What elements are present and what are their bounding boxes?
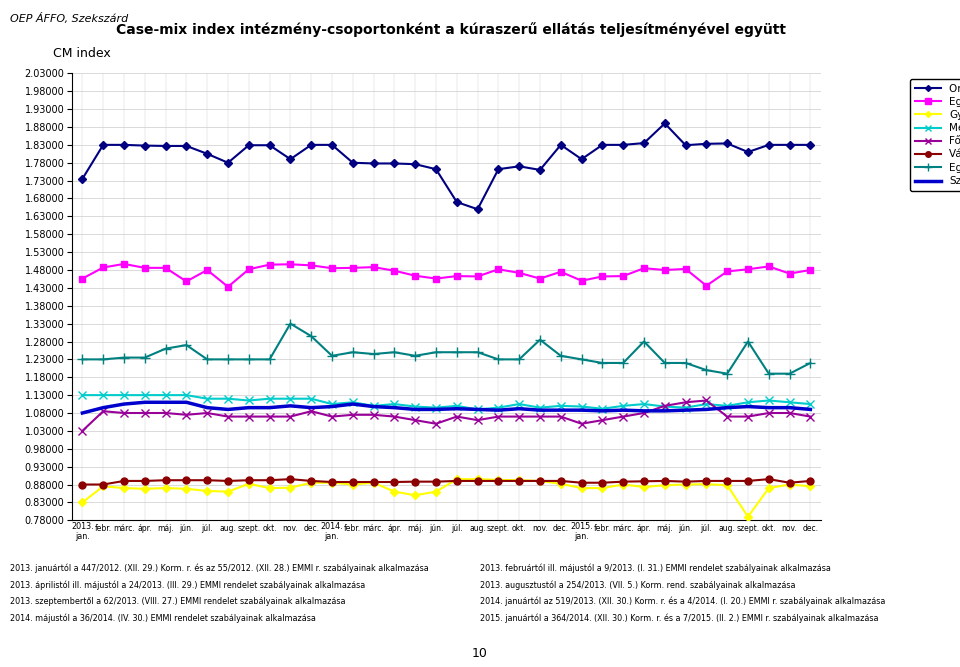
Text: nov.: nov. — [532, 524, 548, 532]
Text: szept.: szept. — [487, 524, 510, 532]
Text: dec.: dec. — [803, 524, 818, 532]
Text: 2015. januártól a 364/2014. (XII. 30.) Korm. r. és a 7/2015. (II. 2.) EMMI r. sz: 2015. januártól a 364/2014. (XII. 30.) K… — [480, 614, 878, 623]
Text: 2015.
jan.: 2015. jan. — [570, 522, 593, 541]
Text: okt.: okt. — [512, 524, 526, 532]
Text: szept.: szept. — [736, 524, 759, 532]
Text: Case-mix index intézmény-csoportonként a kúraszerű ellátás teljesítményével együ: Case-mix index intézmény-csoportonként a… — [116, 22, 786, 37]
Text: 2013.
jan.: 2013. jan. — [71, 522, 94, 541]
Text: 2013. szeptembertől a 62/2013. (VIII. 27.) EMMI rendelet szabályainak alkalmazás: 2013. szeptembertől a 62/2013. (VIII. 27… — [10, 597, 345, 606]
Text: ápr.: ápr. — [387, 524, 401, 532]
Text: 2013. augusztustól a 254/2013. (VII. 5.) Korm. rend. szabályainak alkalmazása: 2013. augusztustól a 254/2013. (VII. 5.)… — [480, 580, 796, 590]
Text: jún.: jún. — [180, 524, 194, 532]
Text: dec.: dec. — [553, 524, 568, 532]
Text: szept.: szept. — [237, 524, 260, 532]
Text: aug.: aug. — [220, 524, 236, 532]
Text: máj.: máj. — [157, 524, 174, 532]
Text: 2013. áprilistól ill. májustól a 24/2013. (III. 29.) EMMI rendelet szabályainak : 2013. áprilistól ill. májustól a 24/2013… — [10, 580, 365, 590]
Text: 2014. májustól a 36/2014. (IV. 30.) EMMI rendelet szabályainak alkalmazása: 2014. májustól a 36/2014. (IV. 30.) EMMI… — [10, 614, 316, 623]
Text: nov.: nov. — [781, 524, 798, 532]
Text: okt.: okt. — [761, 524, 776, 532]
Text: júl.: júl. — [451, 524, 463, 532]
Text: 2013. februártól ill. májustól a 9/2013. (I. 31.) EMMI rendelet szabályainak alk: 2013. februártól ill. májustól a 9/2013.… — [480, 564, 830, 573]
Text: jún.: jún. — [429, 524, 444, 532]
Text: febr.: febr. — [594, 524, 611, 532]
Text: jún.: jún. — [679, 524, 693, 532]
Text: márc.: márc. — [612, 524, 634, 532]
Text: 2013. januártól a 447/2012. (XII. 29.) Korm. r. és az 55/2012. (XII. 28.) EMMI r: 2013. januártól a 447/2012. (XII. 29.) K… — [10, 564, 428, 573]
Text: aug.: aug. — [719, 524, 735, 532]
Text: ápr.: ápr. — [137, 524, 152, 532]
Text: júl.: júl. — [202, 524, 213, 532]
Text: júl.: júl. — [701, 524, 712, 532]
Text: máj.: máj. — [657, 524, 673, 532]
Text: ápr.: ápr. — [636, 524, 651, 532]
Text: márc.: márc. — [113, 524, 134, 532]
Text: 2014. januártól az 519/2013. (XII. 30.) Korm. r. és a 4/2014. (I. 20.) EMMI r. s: 2014. januártól az 519/2013. (XII. 30.) … — [480, 597, 885, 606]
Text: dec.: dec. — [303, 524, 319, 532]
Text: OEP ÁFFO, Szekszárd: OEP ÁFFO, Szekszárd — [10, 13, 128, 24]
Text: 10: 10 — [472, 648, 488, 660]
Legend: Orsz int., Egyetemek, Gyemekkh., Megyei Kh., Fővárosi Kh., Városi Kh., Egyéb int: Orsz int., Egyetemek, Gyemekkh., Megyei … — [910, 79, 960, 191]
Text: okt.: okt. — [262, 524, 276, 532]
Text: 2014.
jan.: 2014. jan. — [321, 522, 344, 541]
Text: márc.: márc. — [363, 524, 384, 532]
Text: CM index: CM index — [53, 47, 110, 60]
Text: febr.: febr. — [345, 524, 361, 532]
Text: máj.: máj. — [407, 524, 423, 532]
Text: nov.: nov. — [282, 524, 299, 532]
Text: aug.: aug. — [469, 524, 486, 532]
Text: febr.: febr. — [95, 524, 111, 532]
